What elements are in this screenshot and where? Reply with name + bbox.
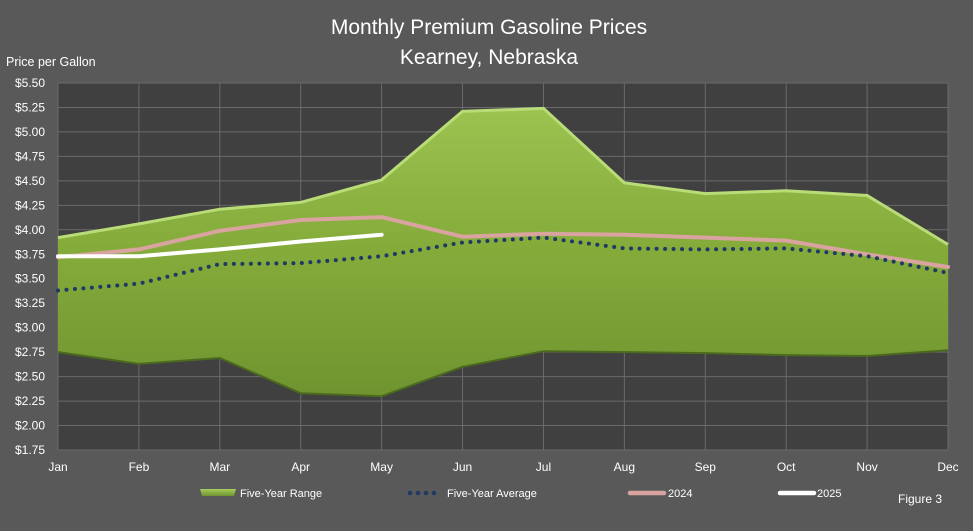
y-tick-label: $4.75 <box>15 149 45 163</box>
legend-label-2025: 2025 <box>817 488 841 500</box>
legend-swatch-five-year-range <box>200 489 236 496</box>
legend-label-five-year-range: Five-Year Range <box>240 488 322 500</box>
y-tick-label: $4.00 <box>15 223 45 237</box>
y-tick-label: $4.50 <box>15 174 45 188</box>
x-tick-label: Jan <box>48 460 67 474</box>
y-tick-label: $5.50 <box>15 76 45 90</box>
legend-label-five-year-average: Five-Year Average <box>447 488 537 500</box>
y-tick-label: $2.00 <box>15 419 45 433</box>
y-tick-label: $3.75 <box>15 247 45 261</box>
legend-label-2024: 2024 <box>668 488 692 500</box>
x-tick-label: Apr <box>291 460 310 474</box>
series-line-2025 <box>56 232 384 259</box>
y-axis-label: Price per Gallon <box>6 55 96 69</box>
legend: Five-Year Range Five-Year Average 2024 2… <box>200 488 841 500</box>
y-tick-label: $3.00 <box>15 321 45 335</box>
x-tick-label: May <box>370 460 393 474</box>
x-tick-label: Feb <box>129 460 150 474</box>
series-line-five-year-average <box>56 235 950 293</box>
x-tick-label: Jul <box>536 460 551 474</box>
y-tick-label: $5.25 <box>15 100 45 114</box>
y-tick-label: $5.00 <box>15 125 45 139</box>
chart-title-line-1: Monthly Premium Gasoline Prices <box>331 16 647 39</box>
y-tick-label: $2.50 <box>15 370 45 384</box>
x-axis-ticks: Jan Feb Mar Apr May Jun Jul Aug Sep Oct Nov Dec <box>48 460 958 474</box>
figure-label: Figure 3 <box>898 492 942 506</box>
y-tick-label: $3.25 <box>15 296 45 310</box>
x-tick-label: Oct <box>777 460 796 474</box>
x-tick-label: Aug <box>614 460 635 474</box>
chart-title-line-2: Kearney, Nebraska <box>400 46 579 69</box>
y-axis-ticks: $1.75 $2.00 $2.25 $2.50 $2.75 $3.00 $3.25 $3.50… <box>15 76 45 457</box>
x-tick-label: Jun <box>453 460 472 474</box>
five-year-range-area <box>57 106 949 398</box>
y-tick-label: $1.75 <box>15 443 45 457</box>
x-tick-label: Nov <box>856 460 877 474</box>
y-tick-label: $3.50 <box>15 272 45 286</box>
series-lines <box>56 215 950 293</box>
legend-item-2025: 2025 <box>777 488 841 500</box>
y-tick-label: $2.75 <box>15 345 45 359</box>
legend-item-five-year-range: Five-Year Range <box>200 488 322 500</box>
y-tick-label: $4.25 <box>15 198 45 212</box>
legend-item-five-year-average: Five-Year Average <box>407 488 537 500</box>
legend-item-2024: 2024 <box>627 488 692 500</box>
series-line-2024 <box>56 215 950 269</box>
y-tick-label: $2.25 <box>15 394 45 408</box>
five-year-range-upper-edge <box>57 106 949 246</box>
x-tick-label: Dec <box>937 460 958 474</box>
x-tick-label: Sep <box>695 460 717 474</box>
five-year-range-band <box>58 108 948 397</box>
x-tick-label: Mar <box>209 460 230 474</box>
five-year-range-lower-edge <box>57 349 949 398</box>
